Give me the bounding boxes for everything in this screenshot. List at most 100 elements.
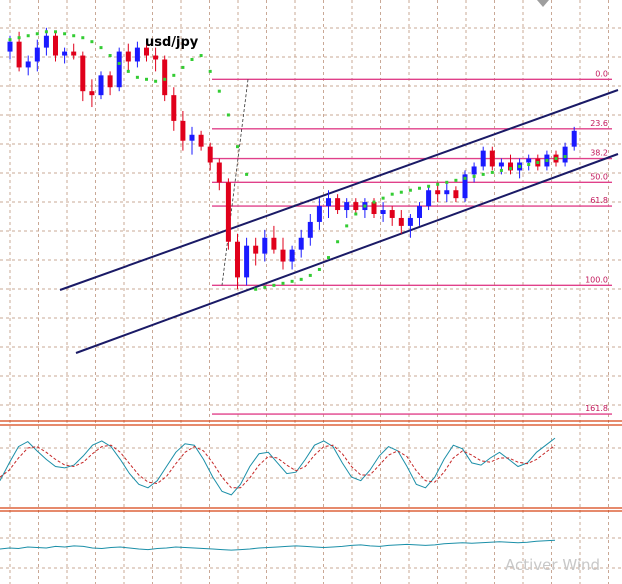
sar-dot: [336, 240, 340, 244]
candle-body: [335, 198, 341, 211]
sar-dot: [199, 54, 203, 58]
sar-dot: [135, 75, 139, 79]
price-panel: 0.0 23.6 38.2 50.0 61.8 100.0 161.8 usd/jpy: [7, 27, 619, 415]
sar-dot: [208, 69, 212, 73]
candle-body: [171, 95, 177, 121]
candle-body: [89, 91, 95, 96]
sar-dot: [436, 182, 440, 186]
sar-dot: [26, 34, 30, 38]
candle-body: [444, 190, 450, 195]
stochastic-main-line: [0, 437, 556, 496]
fib-level-label: 61.8: [590, 196, 608, 205]
candle-body: [326, 198, 331, 207]
sar-dot: [108, 54, 112, 58]
candle-body: [235, 241, 240, 278]
sar-dot: [317, 267, 321, 271]
sar-dot: [536, 161, 540, 164]
sar-dot: [390, 192, 394, 196]
candle-body: [344, 202, 350, 211]
sar-dot: [154, 79, 158, 83]
parabolic-sar: [8, 30, 567, 291]
candle-body: [216, 162, 222, 183]
candle-body: [353, 202, 359, 211]
candle-body: [307, 221, 313, 238]
sar-dot: [54, 30, 57, 34]
sar-dot: [490, 170, 494, 174]
sar-dot: [254, 287, 258, 291]
sar-dot: [545, 159, 549, 163]
sar-dot: [272, 283, 276, 287]
sar-dot: [290, 279, 294, 283]
sar-dot: [554, 157, 558, 161]
fib-level-label: 161.8: [585, 404, 608, 413]
candle-body: [107, 75, 113, 88]
sar-dot: [17, 36, 21, 40]
sar-dot: [308, 273, 312, 277]
candle-body: [98, 75, 104, 96]
sar-dot: [281, 281, 285, 285]
sar-dot: [190, 58, 194, 61]
indicator-line: [0, 539, 556, 551]
candle-body: [253, 245, 259, 254]
sar-dot: [345, 224, 349, 228]
candle-body: [289, 249, 295, 262]
candle-body: [571, 130, 577, 147]
sar-dot: [217, 89, 221, 93]
sar-dot: [145, 77, 148, 81]
sar-dot: [363, 204, 367, 208]
candle-body: [80, 55, 86, 92]
fib-level-label: 50.0: [590, 172, 608, 181]
candle-body: [134, 47, 140, 62]
sar-dot: [354, 212, 358, 216]
candle-body: [225, 182, 231, 242]
candle-body: [53, 35, 58, 56]
candle-body: [471, 166, 477, 175]
channel-lower-line: [75, 153, 619, 354]
candle-body: [489, 150, 495, 167]
sar-dot: [236, 145, 239, 149]
sar-dot: [81, 36, 85, 40]
sar-dot: [399, 190, 403, 194]
candle-body: [189, 134, 195, 141]
candle-body: [526, 158, 532, 163]
channel-upper-line: [59, 89, 619, 291]
fib-level-label: 23.6: [590, 119, 608, 128]
sar-dot: [327, 256, 330, 260]
candle-body: [498, 162, 504, 167]
candle-body: [562, 146, 568, 163]
candle-body: [144, 47, 149, 56]
candle-body: [25, 61, 31, 68]
candle-body: [271, 237, 277, 250]
candle-body: [435, 190, 441, 195]
indicator-panel: [0, 539, 556, 551]
sar-dot: [99, 46, 103, 50]
candle-body: [34, 47, 40, 62]
sar-dot: [299, 277, 303, 281]
candle-body: [198, 134, 204, 147]
sar-dot: [117, 61, 121, 65]
candle-body: [16, 41, 22, 68]
sar-dot: [527, 162, 531, 166]
fib-level-label: 38.2: [590, 149, 608, 158]
candle-body: [262, 237, 268, 254]
sar-dot: [408, 188, 412, 192]
sar-dot: [226, 113, 230, 117]
sar-dot: [8, 38, 12, 42]
sar-dot: [263, 285, 267, 289]
fib-level-label: 100.0: [585, 275, 608, 284]
fibonacci-levels: 0.0 23.6 38.2 50.0 61.8 100.0 161.8: [212, 69, 612, 415]
candle-body: [43, 35, 49, 48]
sar-dot: [35, 32, 39, 36]
candle-body: [180, 120, 186, 141]
sar-dot: [172, 73, 176, 77]
candle-body: [207, 146, 213, 163]
candle-body: [71, 51, 77, 56]
sar-dot: [518, 164, 522, 168]
sar-dot: [427, 184, 431, 188]
scroll-marker-icon: [537, 0, 549, 7]
sar-dot: [245, 172, 249, 176]
stochastic-panel: [0, 437, 556, 496]
candle-body: [116, 51, 122, 88]
sar-dot: [454, 178, 458, 182]
